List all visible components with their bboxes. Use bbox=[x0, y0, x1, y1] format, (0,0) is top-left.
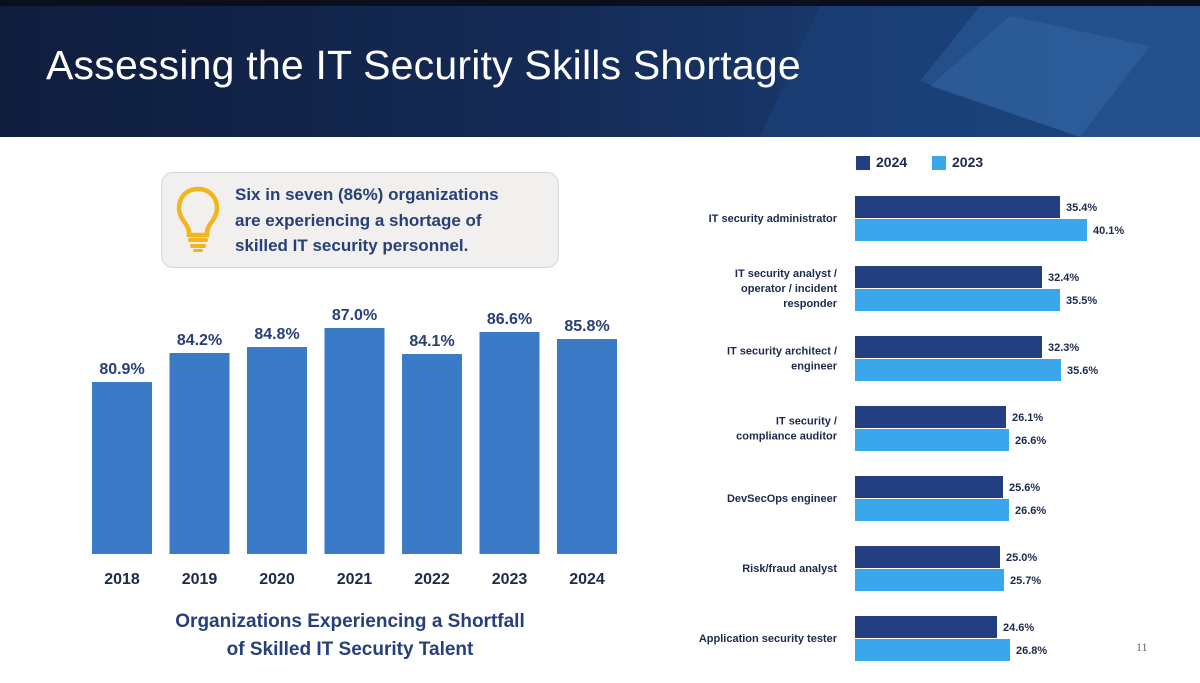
page-number: 11 bbox=[1136, 640, 1148, 654]
category-label: Risk/fraud analyst bbox=[742, 563, 837, 575]
x-tick-label: 2022 bbox=[414, 571, 450, 588]
category-label: DevSecOps engineer bbox=[727, 493, 838, 505]
x-tick-label: 2021 bbox=[337, 571, 373, 588]
bar-2023-4 bbox=[855, 499, 1009, 521]
category-label: IT security administrator bbox=[709, 213, 838, 225]
slide-title: Assessing the IT Security Skills Shortag… bbox=[46, 42, 801, 88]
role-shortage-bar-chart: 35.4% 40.1% IT security administrator 32.4%… bbox=[699, 196, 1124, 661]
bar-2023-0 bbox=[855, 219, 1087, 241]
bar-2023-1 bbox=[855, 289, 1060, 311]
bar-2024-3 bbox=[855, 406, 1006, 428]
callout-box: Six in seven (86%) organizations are exp… bbox=[161, 172, 559, 268]
bar-2023-3 bbox=[855, 429, 1009, 451]
callout-line: are experiencing a shortage of bbox=[235, 210, 482, 230]
x-tick-label: 2024 bbox=[569, 571, 605, 588]
bar-2024-6 bbox=[855, 616, 997, 638]
category-label: Application security tester bbox=[699, 633, 838, 645]
bar-value-label: 26.6% bbox=[1015, 435, 1046, 447]
bar-2021 bbox=[324, 328, 385, 554]
chart-caption-line: of Skilled IT Security Talent bbox=[226, 639, 474, 660]
bar-value-label: 24.6% bbox=[1003, 622, 1034, 634]
category-label: engineer bbox=[791, 361, 838, 373]
bar-2022 bbox=[402, 354, 462, 554]
legend-label-2024: 2024 bbox=[876, 154, 908, 170]
x-tick-label: 2018 bbox=[104, 571, 140, 588]
category-label: IT security analyst / bbox=[735, 268, 837, 280]
slide-header: Assessing the IT Security Skills Shortag… bbox=[0, 6, 1200, 137]
bar-value-label: 32.4% bbox=[1048, 272, 1079, 284]
bar-2024 bbox=[557, 339, 617, 554]
top-edge-bar bbox=[0, 0, 1200, 6]
legend-swatch-2023 bbox=[932, 156, 946, 170]
bar-2024-2 bbox=[855, 336, 1042, 358]
callout-line: skilled IT security personnel. bbox=[235, 236, 469, 255]
legend-label-2023: 2023 bbox=[952, 154, 984, 170]
lightbulb-icon bbox=[176, 186, 220, 252]
header-decoration bbox=[760, 6, 1200, 137]
bar-value-label: 85.8% bbox=[564, 318, 609, 335]
category-label: compliance auditor bbox=[736, 431, 838, 443]
category-label: IT security / bbox=[776, 416, 837, 428]
category-label: operator / incident bbox=[741, 283, 837, 295]
bar-2024-5 bbox=[855, 546, 1000, 568]
bar-value-label: 35.5% bbox=[1066, 295, 1097, 307]
bar-value-label: 26.1% bbox=[1012, 412, 1043, 424]
bar-value-label: 35.6% bbox=[1067, 365, 1098, 377]
callout-text: Six in seven (86%) organizations are exp… bbox=[235, 182, 555, 259]
x-tick-label: 2019 bbox=[182, 571, 218, 588]
bar-value-label: 26.8% bbox=[1016, 645, 1047, 657]
bar-value-label: 25.7% bbox=[1010, 575, 1041, 587]
bar-value-label: 87.0% bbox=[332, 307, 377, 324]
chart-caption-line: Organizations Experiencing a Shortfall bbox=[175, 611, 525, 632]
bar-2018 bbox=[92, 382, 152, 554]
bar-value-label: 25.0% bbox=[1006, 552, 1037, 564]
bar-2023 bbox=[479, 332, 540, 554]
x-tick-label: 2023 bbox=[492, 571, 528, 588]
bar-2023-6 bbox=[855, 639, 1010, 661]
bar-2019 bbox=[169, 353, 230, 554]
bar-value-label: 84.2% bbox=[177, 332, 222, 349]
bar-value-label: 80.9% bbox=[99, 361, 144, 378]
bar-value-label: 32.3% bbox=[1048, 342, 1079, 354]
callout-line: Six in seven (86%) organizations bbox=[235, 185, 499, 204]
bar-2020 bbox=[247, 347, 307, 554]
category-label: IT security architect / bbox=[727, 346, 837, 358]
bar-value-label: 84.1% bbox=[409, 333, 454, 350]
bar-value-label: 84.8% bbox=[254, 326, 299, 343]
chart-caption: Organizations Experiencing a Shortfall o… bbox=[100, 608, 600, 664]
legend-swatch-2024 bbox=[856, 156, 870, 170]
x-tick-label: 2020 bbox=[259, 571, 295, 588]
bar-2024-1 bbox=[855, 266, 1042, 288]
bar-value-label: 35.4% bbox=[1066, 202, 1097, 214]
bar-value-label: 25.6% bbox=[1009, 482, 1040, 494]
bar-value-label: 86.6% bbox=[487, 311, 532, 328]
bar-2023-5 bbox=[855, 569, 1004, 591]
bar-2024-4 bbox=[855, 476, 1003, 498]
category-label: responder bbox=[783, 298, 838, 310]
bar-2023-2 bbox=[855, 359, 1061, 381]
bar-value-label: 26.6% bbox=[1015, 505, 1046, 517]
bar-value-label: 40.1% bbox=[1093, 225, 1124, 237]
shortfall-bar-chart: 80.9% 2018 84.2% 2019 84.8% 2020 87.0% 2021 84.1… bbox=[92, 307, 617, 588]
bar-2024-0 bbox=[855, 196, 1060, 218]
